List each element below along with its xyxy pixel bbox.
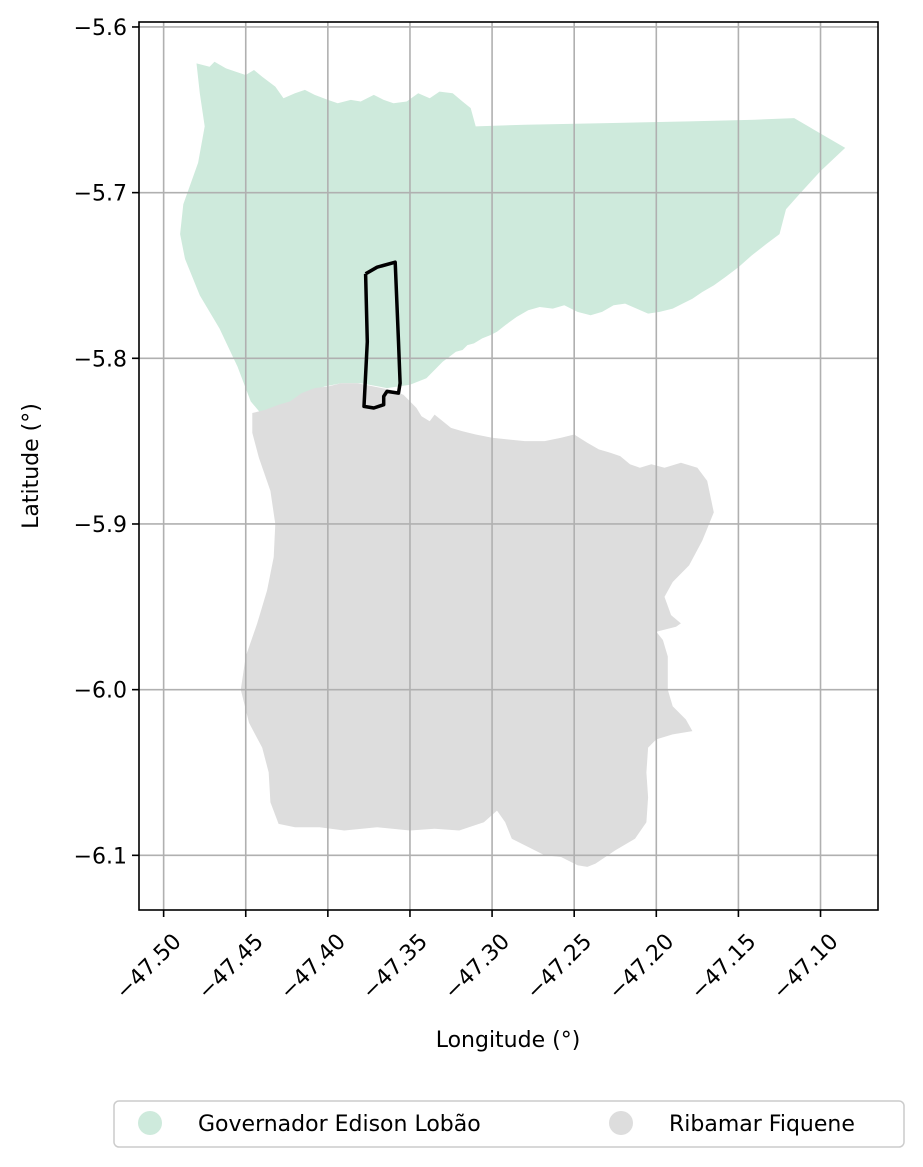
x-tick: −47.25	[522, 910, 597, 1005]
x-axis-label: Longitude (°)	[436, 1028, 581, 1053]
y-tick-label: −6.1	[74, 844, 127, 869]
map-regions	[180, 61, 846, 867]
legend-frame	[113, 1100, 905, 1148]
x-tick-label: −47.30	[440, 929, 515, 1004]
plot-frame	[138, 21, 879, 911]
y-tick-label: −5.9	[74, 513, 127, 538]
x-tick-label: −47.50	[111, 929, 186, 1004]
region-governador-edison-lobao	[180, 61, 846, 414]
y-tick-label: −5.8	[74, 347, 127, 372]
legend: Governador Edison Lobão Ribamar Fiquene	[113, 1100, 905, 1148]
x-tick: −47.15	[686, 910, 761, 1005]
y-tick-label: −5.7	[74, 182, 127, 207]
region-ribamar-fiquene	[240, 383, 714, 867]
x-tick: −47.40	[276, 910, 351, 1005]
y-tick: −5.6	[74, 16, 139, 41]
boundary-outline	[362, 260, 402, 410]
x-tick: −47.10	[768, 910, 844, 1005]
x-tick: −47.35	[358, 910, 433, 1005]
legend-label: Governador Edison Lobão	[198, 1112, 481, 1137]
legend-marker	[138, 1111, 162, 1135]
x-tick: −47.20	[604, 910, 679, 1005]
grid	[139, 22, 878, 910]
legend-label: Ribamar Fiquene	[669, 1112, 855, 1137]
y-tick: −5.9	[74, 513, 139, 538]
x-axis: −47.50 −47.45 −47.40 −47.35 −47.30 −47.2…	[111, 910, 844, 1005]
x-tick-label: −47.20	[604, 929, 679, 1004]
legend-marker	[609, 1111, 633, 1135]
y-tick-label: −6.0	[74, 679, 127, 704]
y-axis: −5.6 −5.7 −5.8 −5.9 −6.0 −6.1	[74, 16, 139, 869]
x-tick-label: −47.45	[193, 929, 268, 1004]
y-tick: −6.0	[74, 679, 139, 704]
x-tick: −47.45	[193, 910, 269, 1005]
x-tick-label: −47.25	[522, 929, 597, 1004]
x-tick-label: −47.35	[358, 929, 433, 1004]
x-tick-label: −47.40	[276, 929, 351, 1004]
y-tick: −6.1	[74, 844, 139, 869]
x-tick-label: −47.15	[686, 929, 761, 1004]
y-tick: −5.8	[74, 347, 139, 372]
x-tick-label: −47.10	[768, 929, 843, 1004]
x-tick: −47.30	[440, 910, 515, 1005]
x-tick: −47.50	[111, 910, 187, 1005]
y-axis-label: Latitude (°)	[19, 403, 44, 529]
y-tick: −5.7	[74, 182, 139, 207]
y-tick-label: −5.6	[74, 16, 127, 41]
